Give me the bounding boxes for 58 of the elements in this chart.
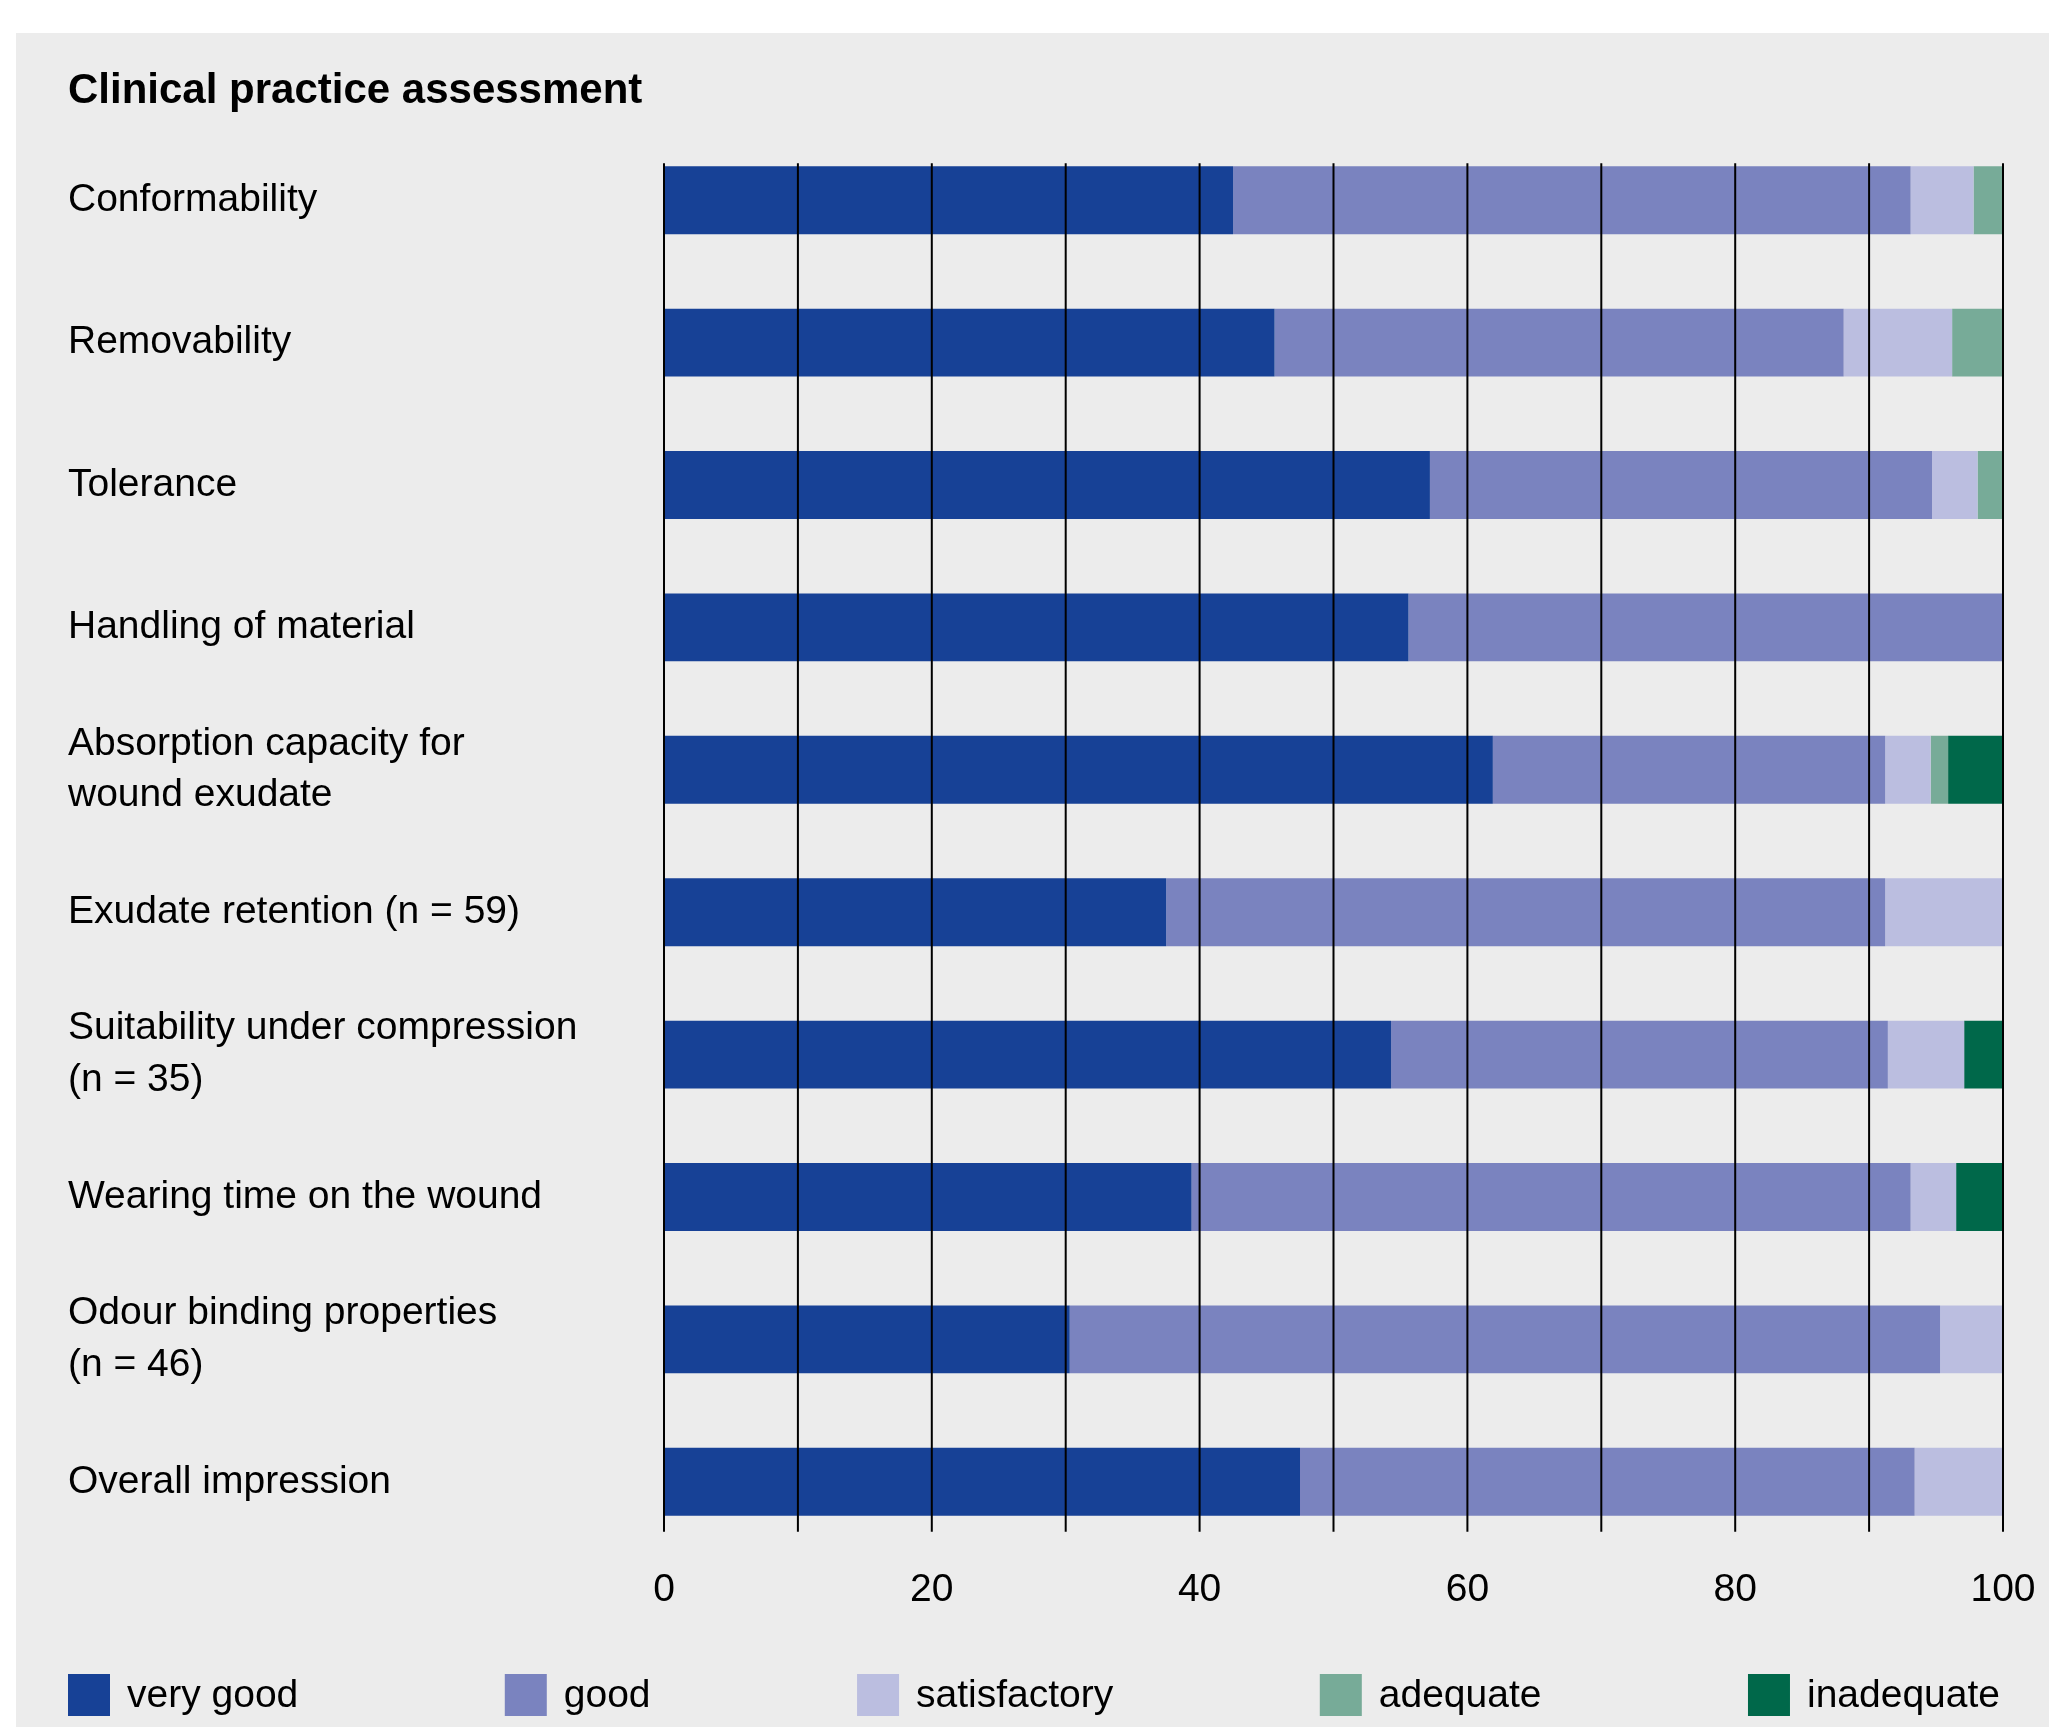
bar — [1956, 1163, 2003, 1231]
bar — [1887, 1020, 1965, 1089]
bar — [664, 878, 1167, 947]
bar — [1930, 735, 1949, 804]
bar — [1964, 1020, 2003, 1089]
legend-label: very good — [127, 1671, 299, 1715]
y-tick-label: Conformability — [68, 175, 318, 219]
bar — [664, 593, 1409, 662]
bar — [664, 1163, 1192, 1231]
y-tick-label: Suitability under compression (n = 35) — [68, 1004, 578, 1100]
bar — [664, 1020, 1392, 1089]
y-tick-label: Handling of material — [68, 603, 415, 647]
bar — [664, 1305, 1070, 1374]
legend-label: satisfactory — [916, 1671, 1114, 1715]
bar — [664, 1447, 1301, 1516]
bar — [1952, 308, 2003, 377]
bar — [1948, 735, 2003, 804]
x-tick-label: 80 — [1713, 1566, 1757, 1610]
y-tick-label: Absorption capacity for wound exudate — [67, 719, 465, 815]
x-tick-label: 100 — [1970, 1566, 2036, 1610]
bar — [1300, 1447, 1915, 1516]
bar — [1492, 735, 1886, 804]
y-tick-label: Tolerance — [68, 460, 238, 504]
legend-label: good — [563, 1671, 651, 1715]
bar — [1910, 166, 1974, 235]
y-tick-label: Exudate retention (n = 59) — [68, 887, 521, 931]
x-tick-label: 0 — [653, 1566, 675, 1610]
bar — [1069, 1305, 1941, 1374]
bar — [1885, 735, 1931, 804]
bar — [1191, 1163, 1911, 1231]
x-tick-label: 60 — [1445, 1566, 1490, 1610]
y-tick-label: Removability — [68, 318, 292, 362]
bar — [1977, 451, 2003, 519]
bar — [1408, 593, 2003, 662]
bar — [664, 735, 1493, 804]
x-tick-label: 20 — [910, 1566, 954, 1610]
legend-label: inadequate — [1806, 1671, 2001, 1715]
bar — [1274, 308, 1844, 377]
x-tick-label: 40 — [1177, 1566, 1222, 1610]
chart-title: Clinical practice assessment — [68, 64, 643, 112]
bar — [1914, 1447, 2003, 1516]
bar — [664, 308, 1275, 377]
bar — [1843, 308, 1953, 377]
bar — [1166, 878, 1886, 947]
bar — [1940, 1305, 2003, 1374]
bar — [664, 166, 1234, 235]
bar — [1391, 1020, 1888, 1089]
y-tick-label: Odour binding properties (n = 46) — [68, 1289, 498, 1385]
bar — [1973, 166, 2003, 235]
y-tick-label: Overall impression — [68, 1457, 391, 1501]
bar — [1932, 451, 1978, 519]
bar — [1429, 451, 1933, 519]
bar — [664, 451, 1430, 519]
legend-label: adequate — [1378, 1671, 1542, 1715]
y-tick-label: Wearing time on the wound — [68, 1172, 543, 1216]
bar — [1910, 1163, 1957, 1231]
bar — [1233, 166, 1911, 235]
bar — [1885, 878, 2003, 947]
